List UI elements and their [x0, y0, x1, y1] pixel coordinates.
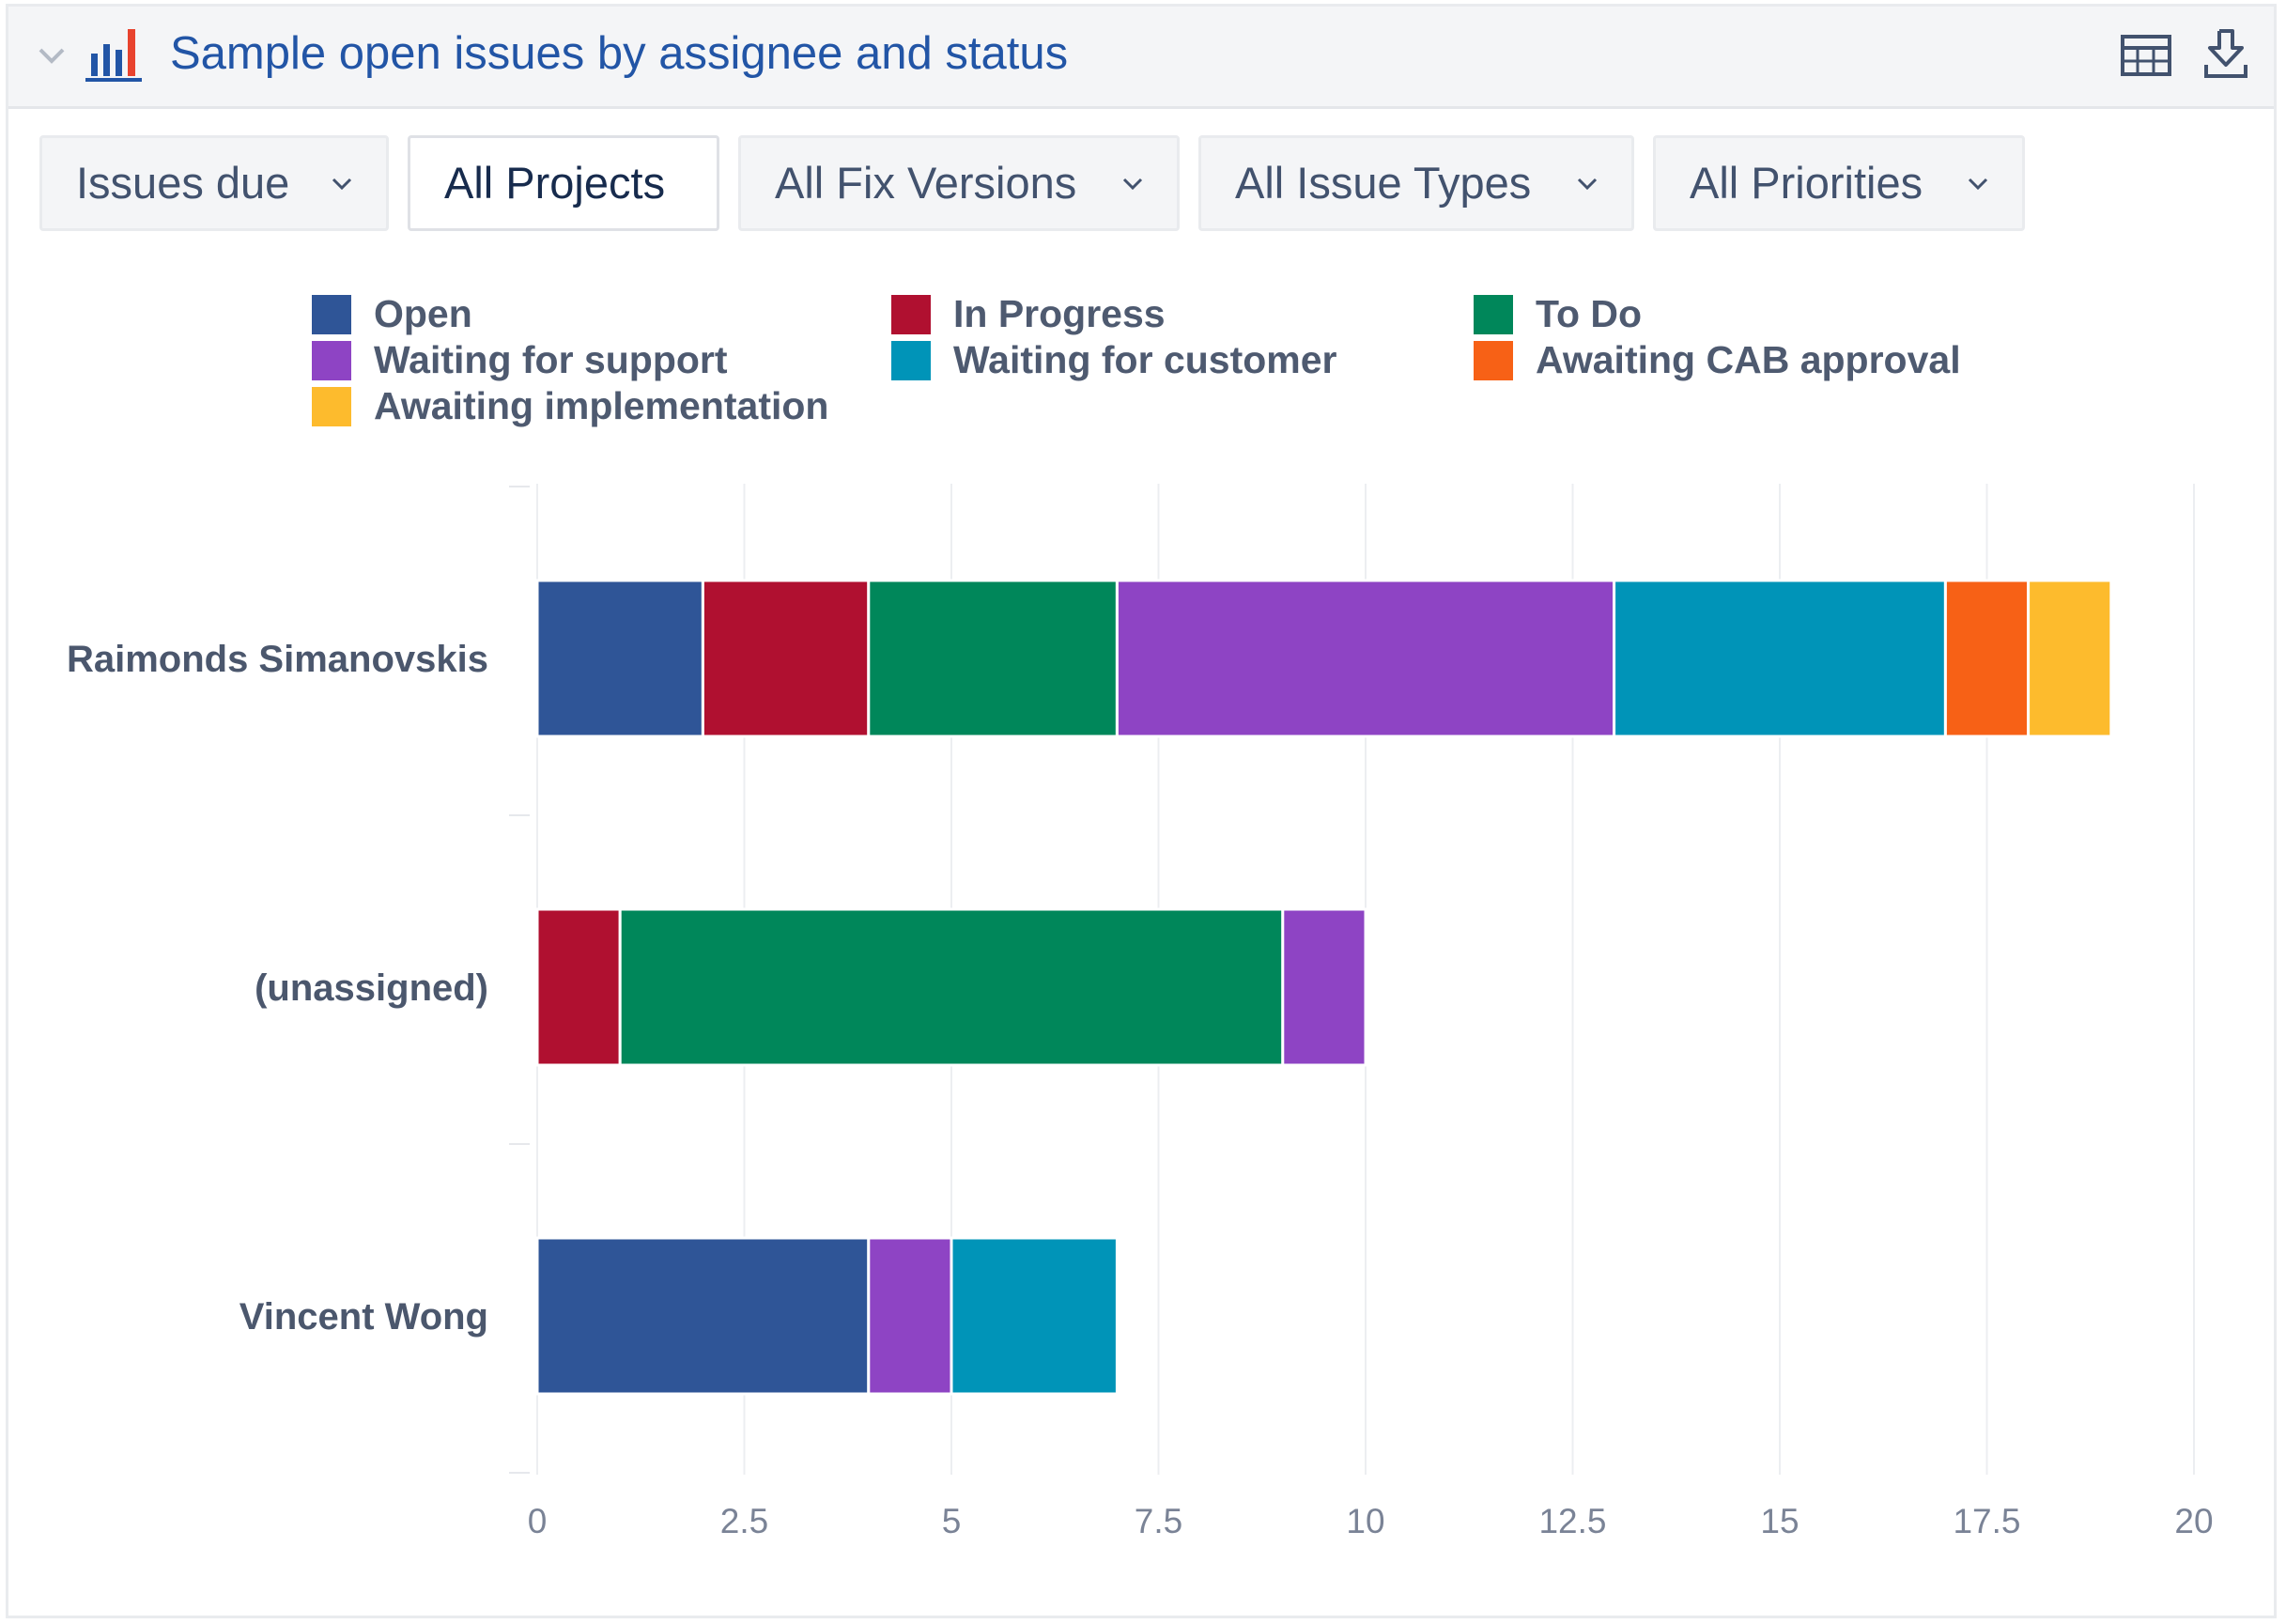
filter-all-fix-versions[interactable]: All Fix Versions — [738, 135, 1180, 231]
x-tick-label: 12.5 — [1538, 1502, 1606, 1540]
x-tick-label: 7.5 — [1135, 1502, 1182, 1540]
filter-all-issue-types[interactable]: All Issue Types — [1198, 135, 1634, 231]
x-tick-label: 20 — [2174, 1502, 2213, 1540]
bar-segment[interactable] — [950, 1236, 1119, 1396]
category-label: Raimonds Simanovskis — [67, 639, 488, 680]
x-tick-label: 0 — [528, 1502, 548, 1540]
legend-swatch — [891, 341, 931, 380]
chevron-down-icon — [332, 178, 352, 191]
x-tick-label: 2.5 — [720, 1502, 768, 1540]
x-tick-label: 10 — [1346, 1502, 1384, 1540]
bar-chart-icon — [85, 29, 142, 82]
bar-segment[interactable] — [867, 579, 1119, 738]
chevron-down-icon[interactable] — [33, 37, 70, 74]
filter-label: Issues due — [76, 158, 290, 208]
legend-label: Open — [374, 292, 472, 335]
x-tick-label: 5 — [942, 1502, 962, 1540]
legend-swatch — [1474, 295, 1513, 334]
bar-segment[interactable] — [1281, 907, 1367, 1067]
category-label: (unassigned) — [255, 967, 488, 1009]
download-icon[interactable] — [2202, 27, 2249, 82]
chevron-down-icon — [1968, 178, 1988, 191]
bar-segment[interactable] — [1943, 579, 2031, 738]
legend-label: Awaiting implementation — [374, 384, 829, 427]
chevron-down-icon — [1577, 178, 1598, 191]
bar-segment[interactable] — [535, 907, 622, 1067]
filter-label: All Priorities — [1690, 158, 1923, 208]
legend-label: Awaiting CAB approval — [1536, 338, 1961, 381]
table-icon[interactable] — [2120, 33, 2172, 78]
bar-segment[interactable] — [1613, 579, 1947, 738]
legend-swatch — [312, 341, 351, 380]
legend-label: In Progress — [953, 292, 1166, 335]
filter-all-projects[interactable]: All Projects — [408, 135, 719, 231]
legend-swatch — [312, 387, 351, 426]
filter-label: All Fix Versions — [775, 158, 1077, 208]
bar-segment[interactable] — [535, 1236, 871, 1396]
bar-segment[interactable] — [867, 1236, 953, 1396]
legend-swatch — [312, 295, 351, 334]
filter-issues-due[interactable]: Issues due — [39, 135, 389, 231]
filter-label: All Projects — [444, 158, 666, 208]
x-tick-label: 17.5 — [1953, 1502, 2020, 1540]
bar-segment[interactable] — [535, 579, 704, 738]
bar-segment[interactable] — [2027, 579, 2113, 738]
bar-segment[interactable] — [1115, 579, 1616, 738]
legend-label: To Do — [1536, 292, 1643, 335]
bar-segment[interactable] — [701, 579, 871, 738]
x-tick-label: 15 — [1760, 1502, 1799, 1540]
filter-label: All Issue Types — [1235, 158, 1532, 208]
chevron-down-icon — [1122, 178, 1143, 191]
category-label: Vincent Wong — [239, 1296, 488, 1338]
legend-swatch — [891, 295, 931, 334]
chart-title: Sample open issues by assignee and statu… — [170, 28, 1069, 79]
bar-segment[interactable] — [618, 907, 1285, 1067]
filter-all-priorities[interactable]: All Priorities — [1653, 135, 2025, 231]
legend-label: Waiting for customer — [953, 338, 1337, 381]
legend-swatch — [1474, 341, 1513, 380]
chart-card: Sample open issues by assignee and statu… — [6, 4, 2277, 1618]
card-header: Sample open issues by assignee and statu… — [8, 7, 2274, 109]
legend-label: Waiting for support — [374, 338, 728, 381]
